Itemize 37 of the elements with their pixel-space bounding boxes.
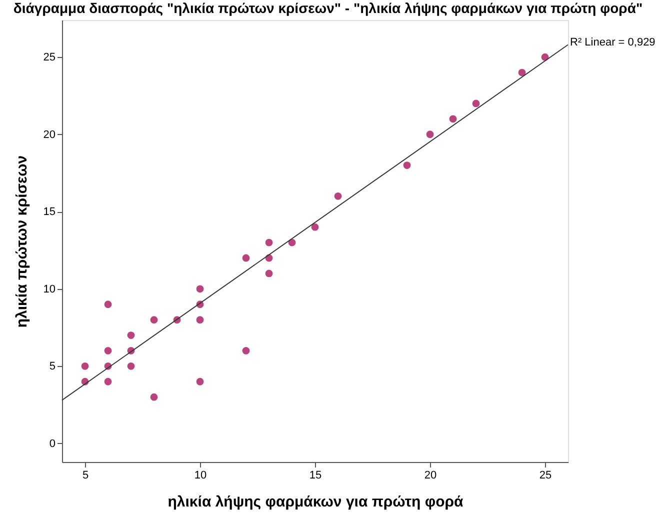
point [472,100,480,108]
point [81,362,89,370]
x-tick-label: 25 [539,470,552,482]
point [426,130,434,138]
y-axis-title: ηλικία πρώτων κρίσεων [13,155,30,328]
point [265,238,273,246]
x-tick-label: 5 [82,470,89,482]
point [150,316,158,324]
x-tick-label: 10 [194,470,207,482]
point [196,378,204,386]
point [150,393,158,401]
point [196,316,204,324]
point [196,285,204,293]
y-tick-label: 15 [43,206,56,218]
point [265,270,273,278]
point [334,192,342,200]
point [104,378,112,386]
x-axis-title: ηλικία λήψης φαρμάκων για πρώτη φορά [168,494,464,510]
point [311,223,319,231]
point [403,162,411,169]
point [242,254,250,262]
y-tick-label: 10 [43,283,56,296]
point [518,68,526,76]
y-tick-label: 5 [49,360,56,373]
point [449,115,457,123]
point [127,332,135,339]
x-tick-label: 15 [309,470,322,482]
point [104,300,112,308]
chart-title: διάγραμμα διασποράς "ηλικία πρώτων κρίσεων" - "ηλικία λήψης φαρμάκων για πρώτη φορά" [13,0,643,16]
point [242,347,250,354]
point [127,362,135,370]
point [104,347,112,354]
y-tick-label: 25 [43,52,56,64]
annotation: R² Linear = 0,929 [570,36,656,49]
x-tick-label: 20 [424,470,437,482]
y-tick-label: 20 [43,128,56,141]
y-tick-label: 0 [49,438,56,450]
